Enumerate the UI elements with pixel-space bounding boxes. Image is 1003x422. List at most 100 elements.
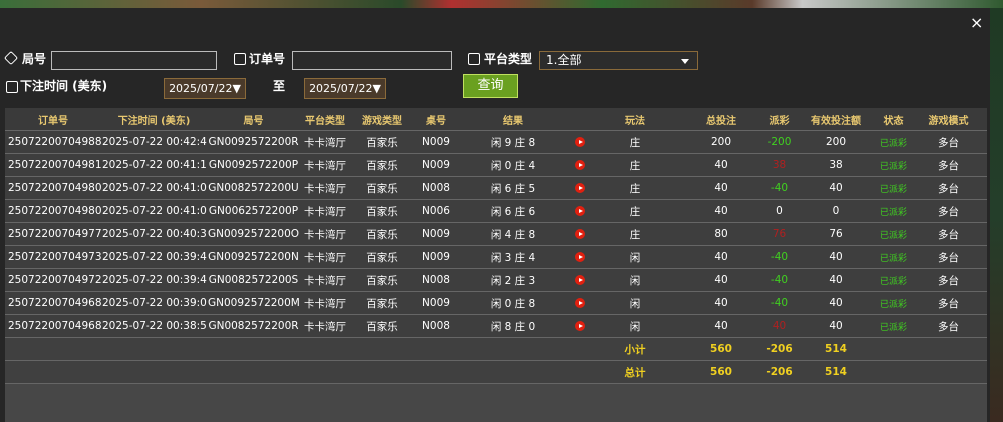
cell: 40 (678, 199, 764, 223)
cell: 闲 (592, 245, 678, 269)
cell: 百家乐 (350, 245, 414, 269)
cell: 庄 (592, 130, 678, 154)
cell: 闲 2 庄 3 (458, 268, 568, 292)
close-button[interactable]: × (970, 13, 984, 32)
play-icon (575, 298, 585, 308)
cell: 多台 (910, 199, 987, 223)
play-icon (575, 321, 585, 331)
column-header: 游戏模式 (910, 108, 987, 131)
time-label: 下注时间 (美东) (20, 79, 108, 93)
empty-cell (414, 360, 458, 384)
cell: 已派彩 (877, 153, 910, 177)
order-input[interactable] (292, 51, 452, 70)
empty-cell (5, 337, 101, 361)
cell: 多台 (910, 130, 987, 154)
cell: 百家乐 (350, 222, 414, 246)
tag-icon (3, 50, 19, 66)
cell: 40 (795, 245, 877, 269)
empty-cell (877, 337, 910, 361)
cell: 闲 8 庄 0 (458, 314, 568, 338)
table-row: 250722007049732 2025-07-22 00:39:48 GN0092… (5, 245, 987, 269)
cell: 40 (678, 153, 764, 177)
date-from[interactable]: 2025/07/22▼ (164, 78, 246, 99)
cell: GN0092572200O (207, 222, 300, 246)
cell: 百家乐 (350, 268, 414, 292)
cell: 0 (795, 199, 877, 223)
cell: 百家乐 (350, 153, 414, 177)
table-row: 250722007049722 2025-07-22 00:39:44 GN0082… (5, 268, 987, 292)
round-input[interactable] (51, 51, 217, 70)
cell: 百家乐 (350, 176, 414, 200)
cell: 卡卡湾厅 (300, 245, 350, 269)
column-header: 局号 (207, 108, 300, 131)
column-header: 总投注 (678, 108, 764, 131)
table-row: 250722007049777 2025-07-22 00:40:34 GN0092… (5, 222, 987, 246)
cell: 已派彩 (877, 222, 910, 246)
table-row: 250722007049682 2025-07-22 00:39:01 GN0092… (5, 291, 987, 315)
order-label: 订单号 (249, 52, 286, 66)
cell: 40 (795, 176, 877, 200)
cell: N009 (414, 245, 458, 269)
table-row: 250722007049681 2025-07-22 00:38:58 GN0082… (5, 314, 987, 338)
cell: N009 (414, 130, 458, 154)
total-valid-bet: 514 (795, 360, 877, 384)
cell: 0 (764, 199, 795, 223)
cell: 2025-07-22 00:39:48 (101, 245, 207, 269)
cell: N008 (414, 314, 458, 338)
doc-icon (234, 53, 246, 65)
video-cell (568, 130, 592, 154)
total-total-bet: 560 (678, 360, 764, 384)
cell: N009 (414, 153, 458, 177)
cell: -40 (764, 245, 795, 269)
empty-cell (101, 360, 207, 384)
calendar-icon (6, 81, 18, 93)
cell: GN0082572200R (207, 314, 300, 338)
cell: 250722007049732 (5, 245, 101, 269)
cell: 闲 (592, 314, 678, 338)
cell: GN0092572200P (207, 153, 300, 177)
bet-table: 订单号 下注时间 (美东) 局号 平台类型 游戏类型 桌号 结果 玩法 总投注 派彩 有效投注额 状态… (5, 108, 987, 384)
empty-cell (910, 337, 987, 361)
subtotal-label: 小计 (592, 337, 678, 361)
column-header-blank (568, 108, 592, 131)
play-icon (575, 275, 585, 285)
cell: 多台 (910, 153, 987, 177)
cell: 卡卡湾厅 (300, 314, 350, 338)
cell: GN0082572200S (207, 268, 300, 292)
cell: 闲 0 庄 4 (458, 153, 568, 177)
total-payout: -206 (764, 360, 795, 384)
column-header: 桌号 (414, 108, 458, 131)
video-cell (568, 291, 592, 315)
search-button[interactable]: 查询 (463, 74, 518, 98)
column-header: 下注时间 (美东) (101, 108, 207, 131)
subtotal-valid-bet: 514 (795, 337, 877, 361)
cell: 76 (764, 222, 795, 246)
cell: 多台 (910, 314, 987, 338)
video-cell (568, 199, 592, 223)
column-header: 状态 (877, 108, 910, 131)
cell: 80 (678, 222, 764, 246)
cell: 闲 3 庄 4 (458, 245, 568, 269)
cell: 百家乐 (350, 130, 414, 154)
cell: GN0092572200N (207, 245, 300, 269)
cell: 250722007049803 (5, 199, 101, 223)
platform-select[interactable]: 1.全部 (539, 51, 698, 70)
cell: 多台 (910, 245, 987, 269)
total-row: 总计 560 -206 514 (5, 360, 987, 384)
cell: 庄 (592, 176, 678, 200)
cell: 卡卡湾厅 (300, 199, 350, 223)
cell: 已派彩 (877, 176, 910, 200)
empty-cell (350, 337, 414, 361)
header-row: 订单号 下注时间 (美东) 局号 平台类型 游戏类型 桌号 结果 玩法 总投注 派彩 有效投注额 状态… (5, 108, 987, 131)
column-header: 有效投注额 (795, 108, 877, 131)
cell: 闲 4 庄 8 (458, 222, 568, 246)
cell: 38 (795, 153, 877, 177)
cell: -200 (764, 130, 795, 154)
platform-label: 平台类型 (484, 52, 533, 66)
video-cell (568, 268, 592, 292)
cell: 2025-07-22 00:39:01 (101, 291, 207, 315)
date-to[interactable]: 2025/07/22▼ (304, 78, 386, 99)
table-row: 250722007049803 2025-07-22 00:41:05 GN0062… (5, 199, 987, 223)
play-icon (575, 137, 585, 147)
